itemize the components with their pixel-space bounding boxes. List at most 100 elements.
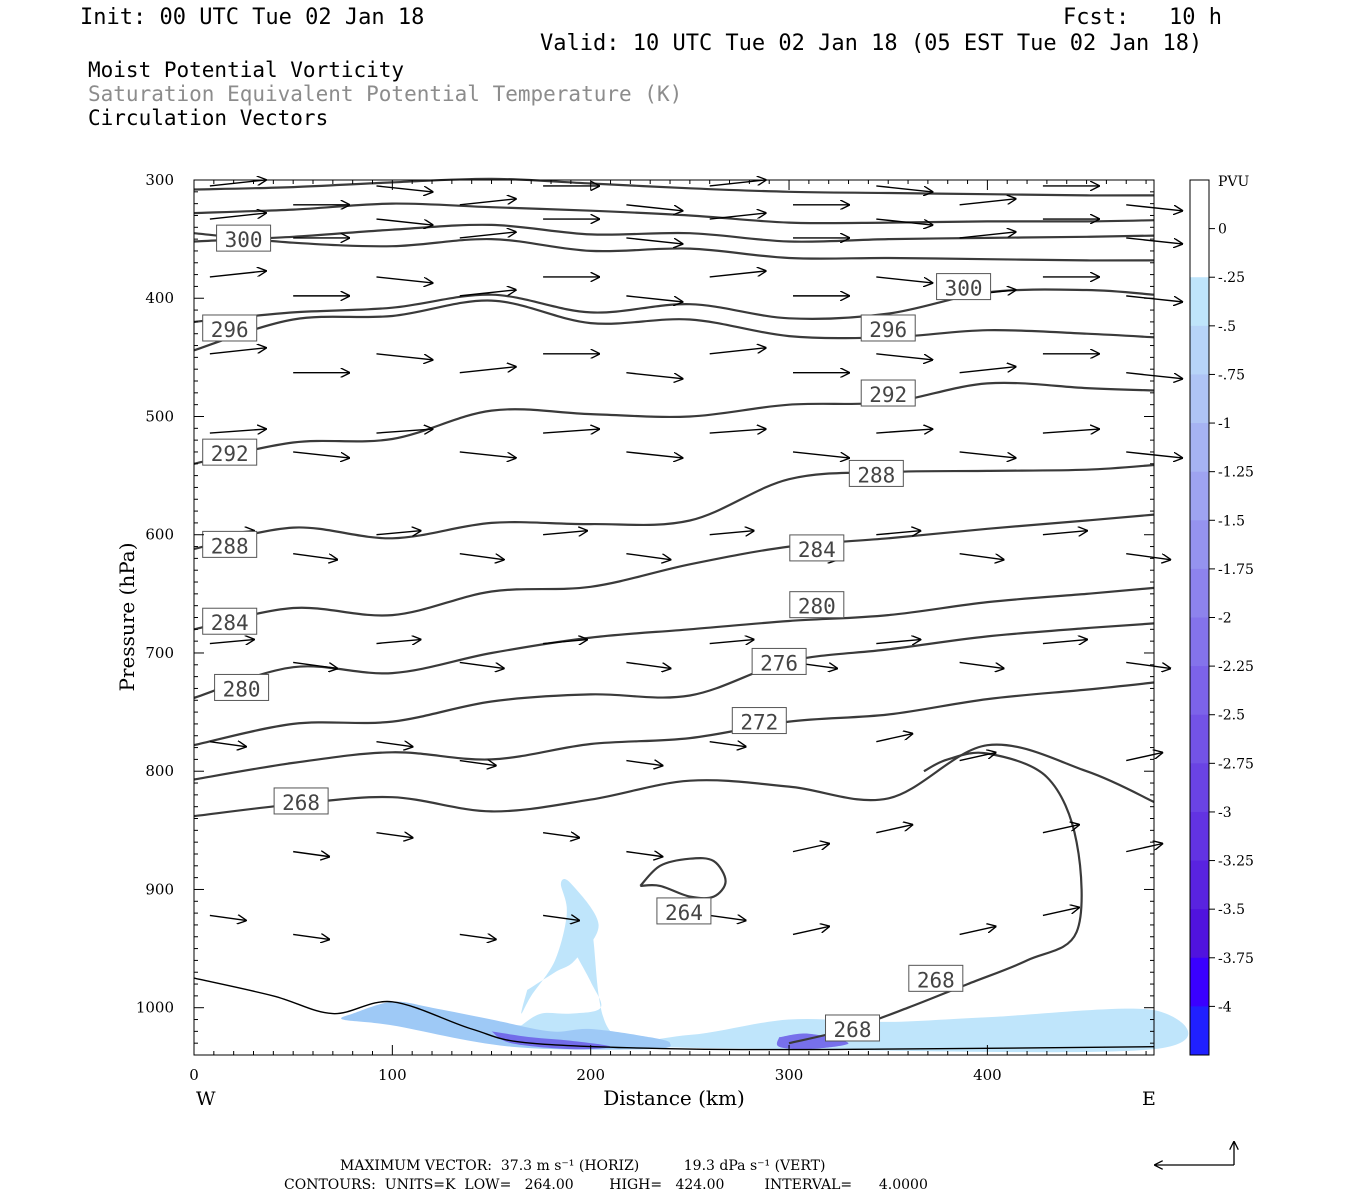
contour-314-0 [193, 177, 1155, 197]
vector-arrow [376, 833, 412, 838]
contour-label-box [789, 534, 845, 562]
contour-label-text: 264 [665, 901, 703, 925]
contour-label-box [789, 591, 845, 619]
contour-label-box [825, 1014, 881, 1042]
vector-arrow [959, 753, 996, 762]
vector-arrow [1126, 844, 1162, 853]
vector-arrow [709, 213, 766, 220]
vector-arrow [1042, 907, 1079, 917]
vector-arrow [876, 429, 932, 433]
vector-arrow [543, 531, 587, 535]
vector-arrow [626, 204, 682, 211]
contour-label-text: 292 [211, 442, 249, 466]
vector-arrow [209, 271, 266, 278]
field-title-pv: Moist Potential Vorticity [88, 58, 405, 82]
contour-label-box [656, 897, 712, 925]
vector-arrow [209, 742, 246, 747]
vector-arrow [709, 640, 754, 644]
forecast-hour: Fcst: 10 h [1063, 5, 1222, 30]
y-tick-label: 900 [145, 880, 174, 898]
contour-label-box [751, 647, 807, 675]
vector-arrow [376, 531, 420, 535]
colorbar-swatch [1190, 520, 1209, 570]
field-title-vectors: Circulation Vectors [88, 106, 329, 130]
x-tick-label: 200 [576, 1066, 605, 1084]
vector-arrow [626, 552, 670, 560]
vector-arrow [542, 915, 579, 920]
vector-arrow [959, 926, 996, 936]
contour-label-text: 284 [211, 611, 249, 635]
colorbar-tick-label: -2.75 [1218, 756, 1254, 772]
vector-arrow [376, 640, 420, 644]
contour-label-276: 276 [751, 647, 807, 675]
vector-arrow [1042, 429, 1099, 433]
colorbar-tick-label: -2 [1218, 611, 1232, 627]
contour-272-11 [193, 681, 1155, 781]
vector-arrow [876, 531, 920, 535]
contour-304-3 [193, 232, 1155, 262]
colorbar-swatch [1190, 714, 1209, 764]
contour-label-text: 300 [225, 228, 263, 252]
vector-arrow [376, 276, 432, 283]
contour-label-text: 272 [740, 711, 778, 735]
colorbar-tick-label: -.5 [1218, 319, 1236, 335]
reference-vector [1155, 1142, 1234, 1165]
contour-label-text: 288 [211, 534, 249, 558]
contour-label-box [202, 530, 258, 558]
vector-arrow [459, 761, 496, 766]
y-tick-label: 1000 [136, 999, 174, 1017]
contour-268-12 [193, 743, 1155, 818]
colorbar-swatch [1190, 471, 1209, 521]
contour-292-6 [193, 381, 1155, 465]
vector-arrow [1042, 531, 1087, 535]
valid-time: Valid: 10 UTC Tue 02 Jan 18 (05 EST Tue … [540, 31, 1203, 56]
contour-276-10 [193, 622, 1155, 747]
x-tick-label: 300 [775, 1066, 804, 1084]
east-label: E [1142, 1088, 1156, 1110]
pv-region-2 [341, 1001, 671, 1050]
vector-arrow [459, 661, 504, 668]
contour-label-box [202, 438, 258, 466]
contour-label-box [860, 379, 916, 407]
x-tick-label: 100 [378, 1066, 407, 1084]
vector-arrow [543, 429, 599, 433]
colorbar-swatch [1190, 1006, 1209, 1056]
contour-label-text: 280 [223, 677, 261, 701]
max-vector-note: MAXIMUM VECTOR: 37.3 m s⁻¹ (HORIZ) 19.3 … [340, 1158, 826, 1174]
vector-arrow [626, 451, 682, 458]
contour-label-text: 268 [834, 1018, 872, 1042]
colorbar-swatch [1190, 811, 1209, 862]
contour-label-box [202, 314, 258, 342]
contour-label-268: 268 [908, 964, 964, 992]
colorbar-swatch [1190, 374, 1209, 424]
contour-label-text: 288 [857, 463, 895, 487]
colorbar-swatch [1190, 228, 1209, 278]
contour-label-text: 284 [798, 538, 836, 562]
vector-arrow [876, 218, 932, 225]
vector-arrow [959, 232, 1016, 239]
colorbar-swatch [1190, 568, 1209, 618]
colorbar-swatch [1190, 666, 1209, 716]
colorbar-tick-label: -1.75 [1218, 562, 1254, 578]
vector-arrow [542, 833, 579, 838]
vector-arrow [459, 552, 504, 560]
contour-label-284: 284 [789, 534, 845, 562]
vector-arrow [792, 451, 849, 458]
vector-arrow [1126, 753, 1162, 762]
contour-label-box [860, 314, 916, 342]
vector-arrow [459, 451, 516, 458]
pv-region-0 [352, 900, 1189, 1053]
init-time: Init: 00 UTC Tue 02 Jan 18 [80, 5, 425, 30]
vector-arrow [876, 276, 932, 283]
vector-arrow [709, 180, 766, 187]
vector-arrow [209, 640, 254, 644]
vector-arrow [293, 552, 337, 560]
vector-arrow [792, 844, 829, 853]
vector-arrow [709, 531, 754, 535]
vector-arrow [626, 295, 682, 302]
contour-284-8 [193, 513, 1155, 631]
contour-label-text: 268 [917, 968, 955, 992]
contour-info-note: CONTOURS: UNITS=K LOW= 264.00 HIGH= 424.… [284, 1177, 928, 1193]
vector-arrow [1126, 552, 1170, 560]
contour-labels: 300 296 292 288 284 280 268 300 296 292 288 284 280 2… [202, 224, 992, 1042]
